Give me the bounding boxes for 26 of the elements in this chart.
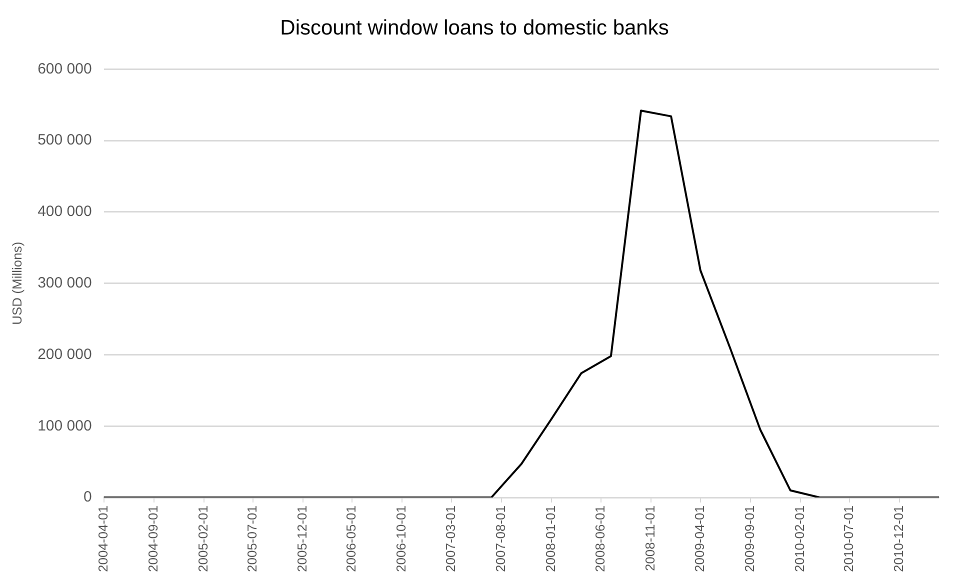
x-tick-label: 2004-04-01: [95, 506, 110, 572]
x-tick-label: 2004-09-01: [145, 506, 160, 572]
x-tick-label: 2005-02-01: [195, 506, 210, 572]
x-tick-label: 2007-03-01: [443, 506, 458, 572]
x-tick-label: 2010-02-01: [792, 506, 808, 572]
x-tick-label: 2007-08-01: [493, 506, 508, 572]
x-tick-label: 2009-04-01: [692, 506, 708, 572]
x-tick-label: 2008-11-01: [642, 506, 658, 572]
x-tick-label: 2005-07-01: [244, 506, 260, 572]
y-tick-label: 300 000: [38, 274, 92, 292]
x-tick-label: 2010-12-01: [891, 506, 906, 572]
y-tick-label: 100 000: [38, 417, 92, 434]
x-tick-label: 2008-06-01: [592, 506, 608, 572]
x-tick-label: 2009-09-01: [742, 506, 758, 572]
y-tick-label: 600 000: [38, 60, 92, 78]
y-tick-label: 0: [83, 488, 92, 506]
x-tick-label: 2005-12-01: [294, 506, 310, 572]
y-tick-label: 200 000: [38, 346, 92, 363]
x-tick-label: 2008-01-01: [543, 506, 558, 572]
x-tick-label: 2006-05-01: [344, 506, 359, 572]
chart-title: Discount window loans to domestic banks: [280, 16, 669, 40]
y-tick-label: 400 000: [38, 203, 92, 220]
x-tick-label: 2006-10-01: [394, 506, 409, 572]
y-tick-label: 500 000: [38, 132, 92, 149]
x-tick-label: 2010-07-01: [841, 506, 856, 572]
y-axis-title: USD (Millions): [9, 242, 24, 325]
